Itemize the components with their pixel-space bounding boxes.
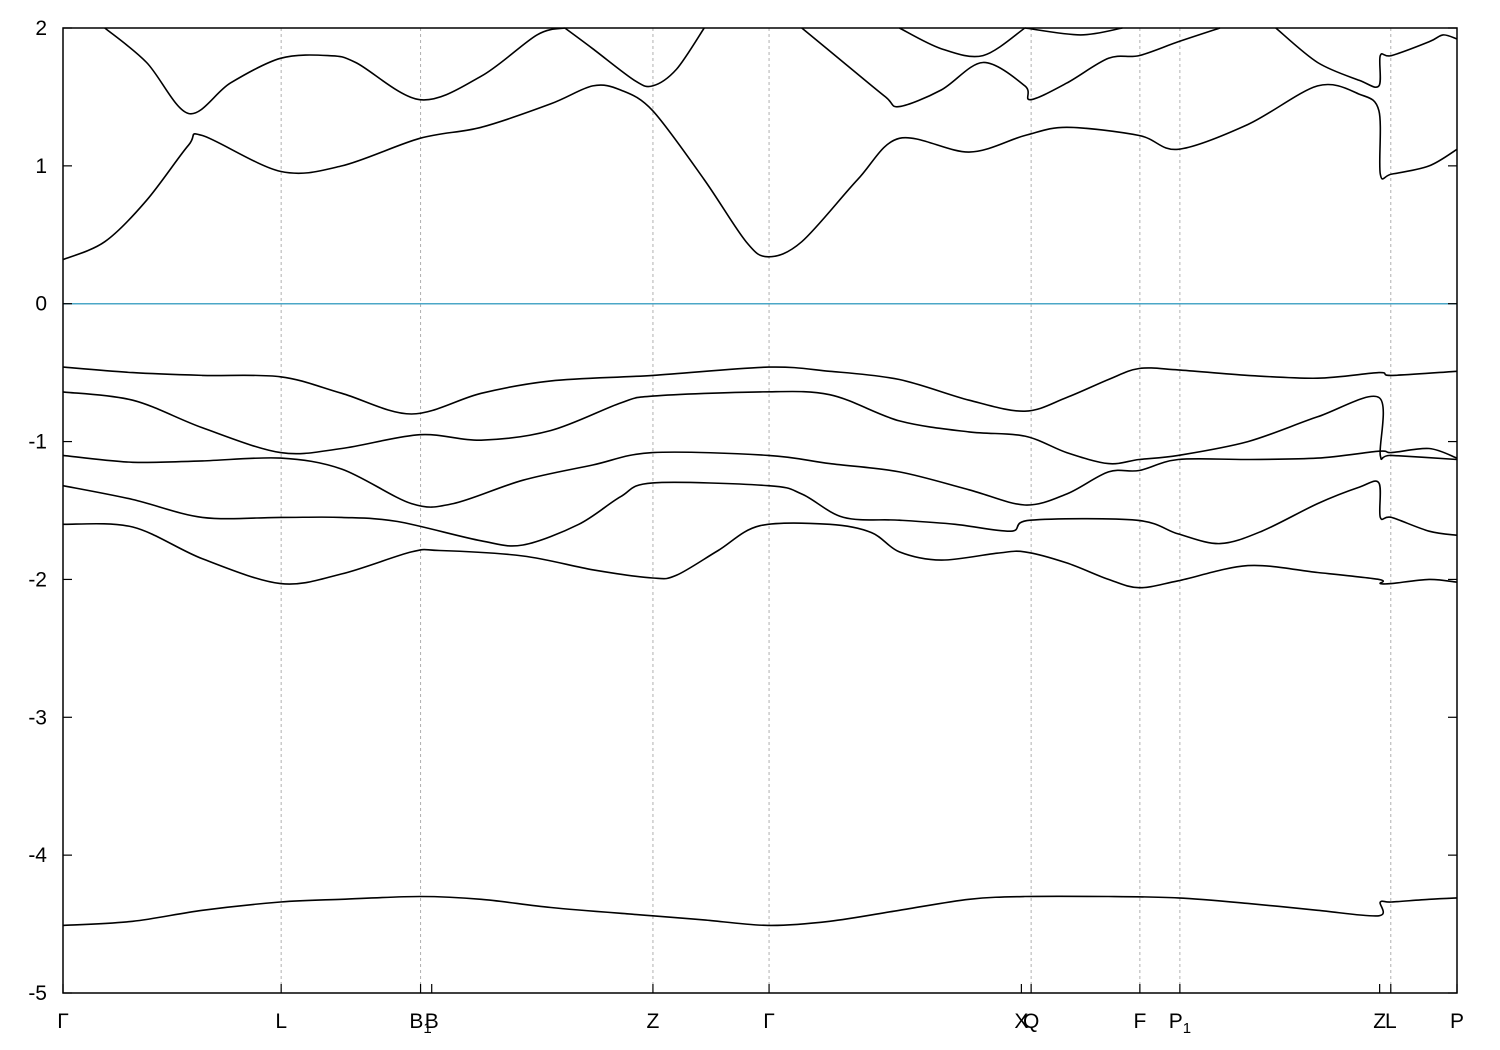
y-tick-label: -4	[28, 844, 47, 867]
band-line-13	[1275, 27, 1458, 89]
y-tick-label: -5	[28, 982, 47, 1005]
y-tick-label: -2	[28, 568, 47, 591]
y-axis: 2 1 0 -1 -2 -3 -4 -5	[28, 17, 1457, 1005]
x-tick-label: P1	[1169, 1010, 1191, 1037]
x-tick-label: L	[275, 1010, 287, 1033]
band-line-3	[62, 480, 1458, 547]
y-tick-label: -1	[28, 431, 47, 454]
x-tick-label: B	[425, 1010, 439, 1033]
band-line-11	[899, 27, 1026, 58]
band-line-8	[104, 27, 565, 115]
x-tick-label: Γ	[763, 1010, 775, 1033]
band-line-2	[62, 522, 1458, 589]
band-line-5	[62, 390, 1458, 465]
band-line-7	[62, 83, 1458, 261]
band-series	[62, 27, 1458, 927]
high-symmetry-lines	[280, 28, 1392, 993]
x-axis: Γ L B1B Z Γ XQ F P1 ZL P	[57, 984, 1464, 1037]
x-tick-label: F	[1133, 1010, 1146, 1033]
x-tick-label: Q	[1023, 1010, 1039, 1033]
y-tick-label: 1	[35, 155, 47, 178]
band-line-12	[1024, 27, 1123, 36]
x-tick-label: L	[1385, 1010, 1397, 1033]
x-tick-label: Γ	[57, 1010, 69, 1033]
band-line-1	[62, 895, 1458, 927]
band-line-10	[801, 27, 1221, 108]
x-tick-label: X	[1014, 1010, 1028, 1033]
band-line-4	[62, 447, 1458, 508]
x-tick-label: B1	[409, 1010, 431, 1037]
band-line-9	[564, 27, 705, 88]
y-tick-label: 2	[35, 17, 47, 40]
y-tick-label: -3	[28, 706, 47, 729]
x-tick-label: Z	[647, 1010, 660, 1033]
plot-frame	[62, 27, 1458, 994]
x-tick-label: P	[1450, 1010, 1464, 1033]
y-tick-label: 0	[35, 293, 47, 316]
x-tick-label: Z	[1373, 1010, 1386, 1033]
band-line-6	[62, 366, 1458, 415]
